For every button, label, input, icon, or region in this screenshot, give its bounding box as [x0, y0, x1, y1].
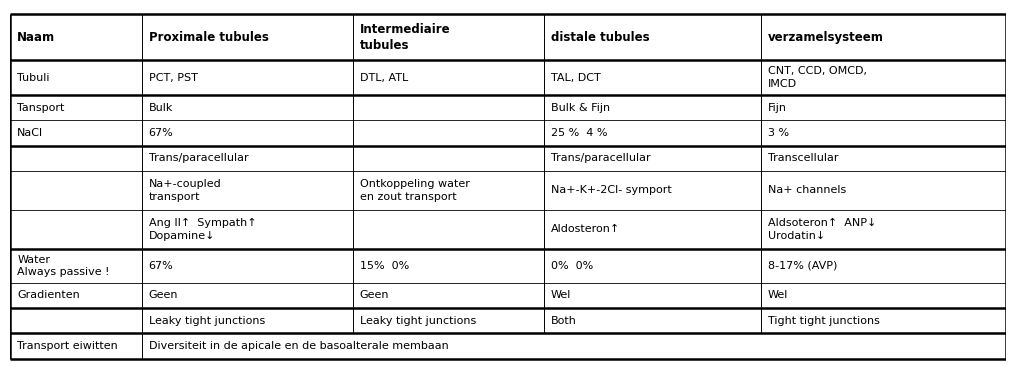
Text: Tight tight junctions: Tight tight junctions [768, 316, 880, 326]
Text: Ang II↑  Sympath↑
Dopamine↓: Ang II↑ Sympath↑ Dopamine↓ [148, 218, 256, 240]
Text: Leaky tight junctions: Leaky tight junctions [148, 316, 265, 326]
Text: Ontkoppeling water
en zout transport: Ontkoppeling water en zout transport [360, 179, 469, 202]
Text: Naam: Naam [17, 31, 55, 44]
Text: Tansport: Tansport [17, 102, 64, 113]
Text: Intermediaire
tubules: Intermediaire tubules [360, 23, 450, 52]
Text: 8-17% (AVP): 8-17% (AVP) [768, 261, 837, 271]
Text: distale tubules: distale tubules [551, 31, 649, 44]
Text: DTL, ATL: DTL, ATL [360, 72, 407, 83]
Text: Transport eiwitten: Transport eiwitten [17, 341, 118, 351]
Text: Both: Both [551, 316, 577, 326]
Text: Aldosteron↑: Aldosteron↑ [551, 224, 620, 234]
Text: Leaky tight junctions: Leaky tight junctions [360, 316, 475, 326]
Text: 0%  0%: 0% 0% [551, 261, 593, 271]
Text: Fijn: Fijn [768, 102, 786, 113]
Text: Na+-K+-2Cl- symport: Na+-K+-2Cl- symport [551, 186, 672, 195]
Text: Tubuli: Tubuli [17, 72, 50, 83]
Text: Trans/paracellular: Trans/paracellular [551, 153, 650, 163]
Text: Proximale tubules: Proximale tubules [148, 31, 268, 44]
Text: Wel: Wel [551, 290, 571, 300]
Text: CNT, CCD, OMCD,
IMCD: CNT, CCD, OMCD, IMCD [768, 66, 867, 89]
Text: Transcellular: Transcellular [768, 153, 838, 163]
Text: 67%: 67% [148, 261, 174, 271]
Text: 15%  0%: 15% 0% [360, 261, 408, 271]
Text: PCT, PST: PCT, PST [148, 72, 197, 83]
Text: NaCl: NaCl [17, 128, 44, 138]
Text: Geen: Geen [360, 290, 389, 300]
Text: 3 %: 3 % [768, 128, 789, 138]
Text: Water
Always passive !: Water Always passive ! [17, 254, 110, 277]
Text: Diversiteit in de apicale en de basoalterale membaan: Diversiteit in de apicale en de basoalte… [148, 341, 448, 351]
Text: Bulk: Bulk [148, 102, 173, 113]
Text: Aldsoteron↑  ANP↓
Urodatin↓: Aldsoteron↑ ANP↓ Urodatin↓ [768, 218, 876, 240]
Text: Bulk & Fijn: Bulk & Fijn [551, 102, 610, 113]
Text: 25 %  4 %: 25 % 4 % [551, 128, 608, 138]
Text: TAL, DCT: TAL, DCT [551, 72, 600, 83]
Text: Na+ channels: Na+ channels [768, 186, 846, 195]
Text: 67%: 67% [148, 128, 174, 138]
Text: verzamelsysteem: verzamelsysteem [768, 31, 884, 44]
Text: Geen: Geen [148, 290, 178, 300]
Text: Trans/paracellular: Trans/paracellular [148, 153, 248, 163]
Text: Gradienten: Gradienten [17, 290, 80, 300]
Text: Wel: Wel [768, 290, 788, 300]
Text: Na+-coupled
transport: Na+-coupled transport [148, 179, 221, 202]
